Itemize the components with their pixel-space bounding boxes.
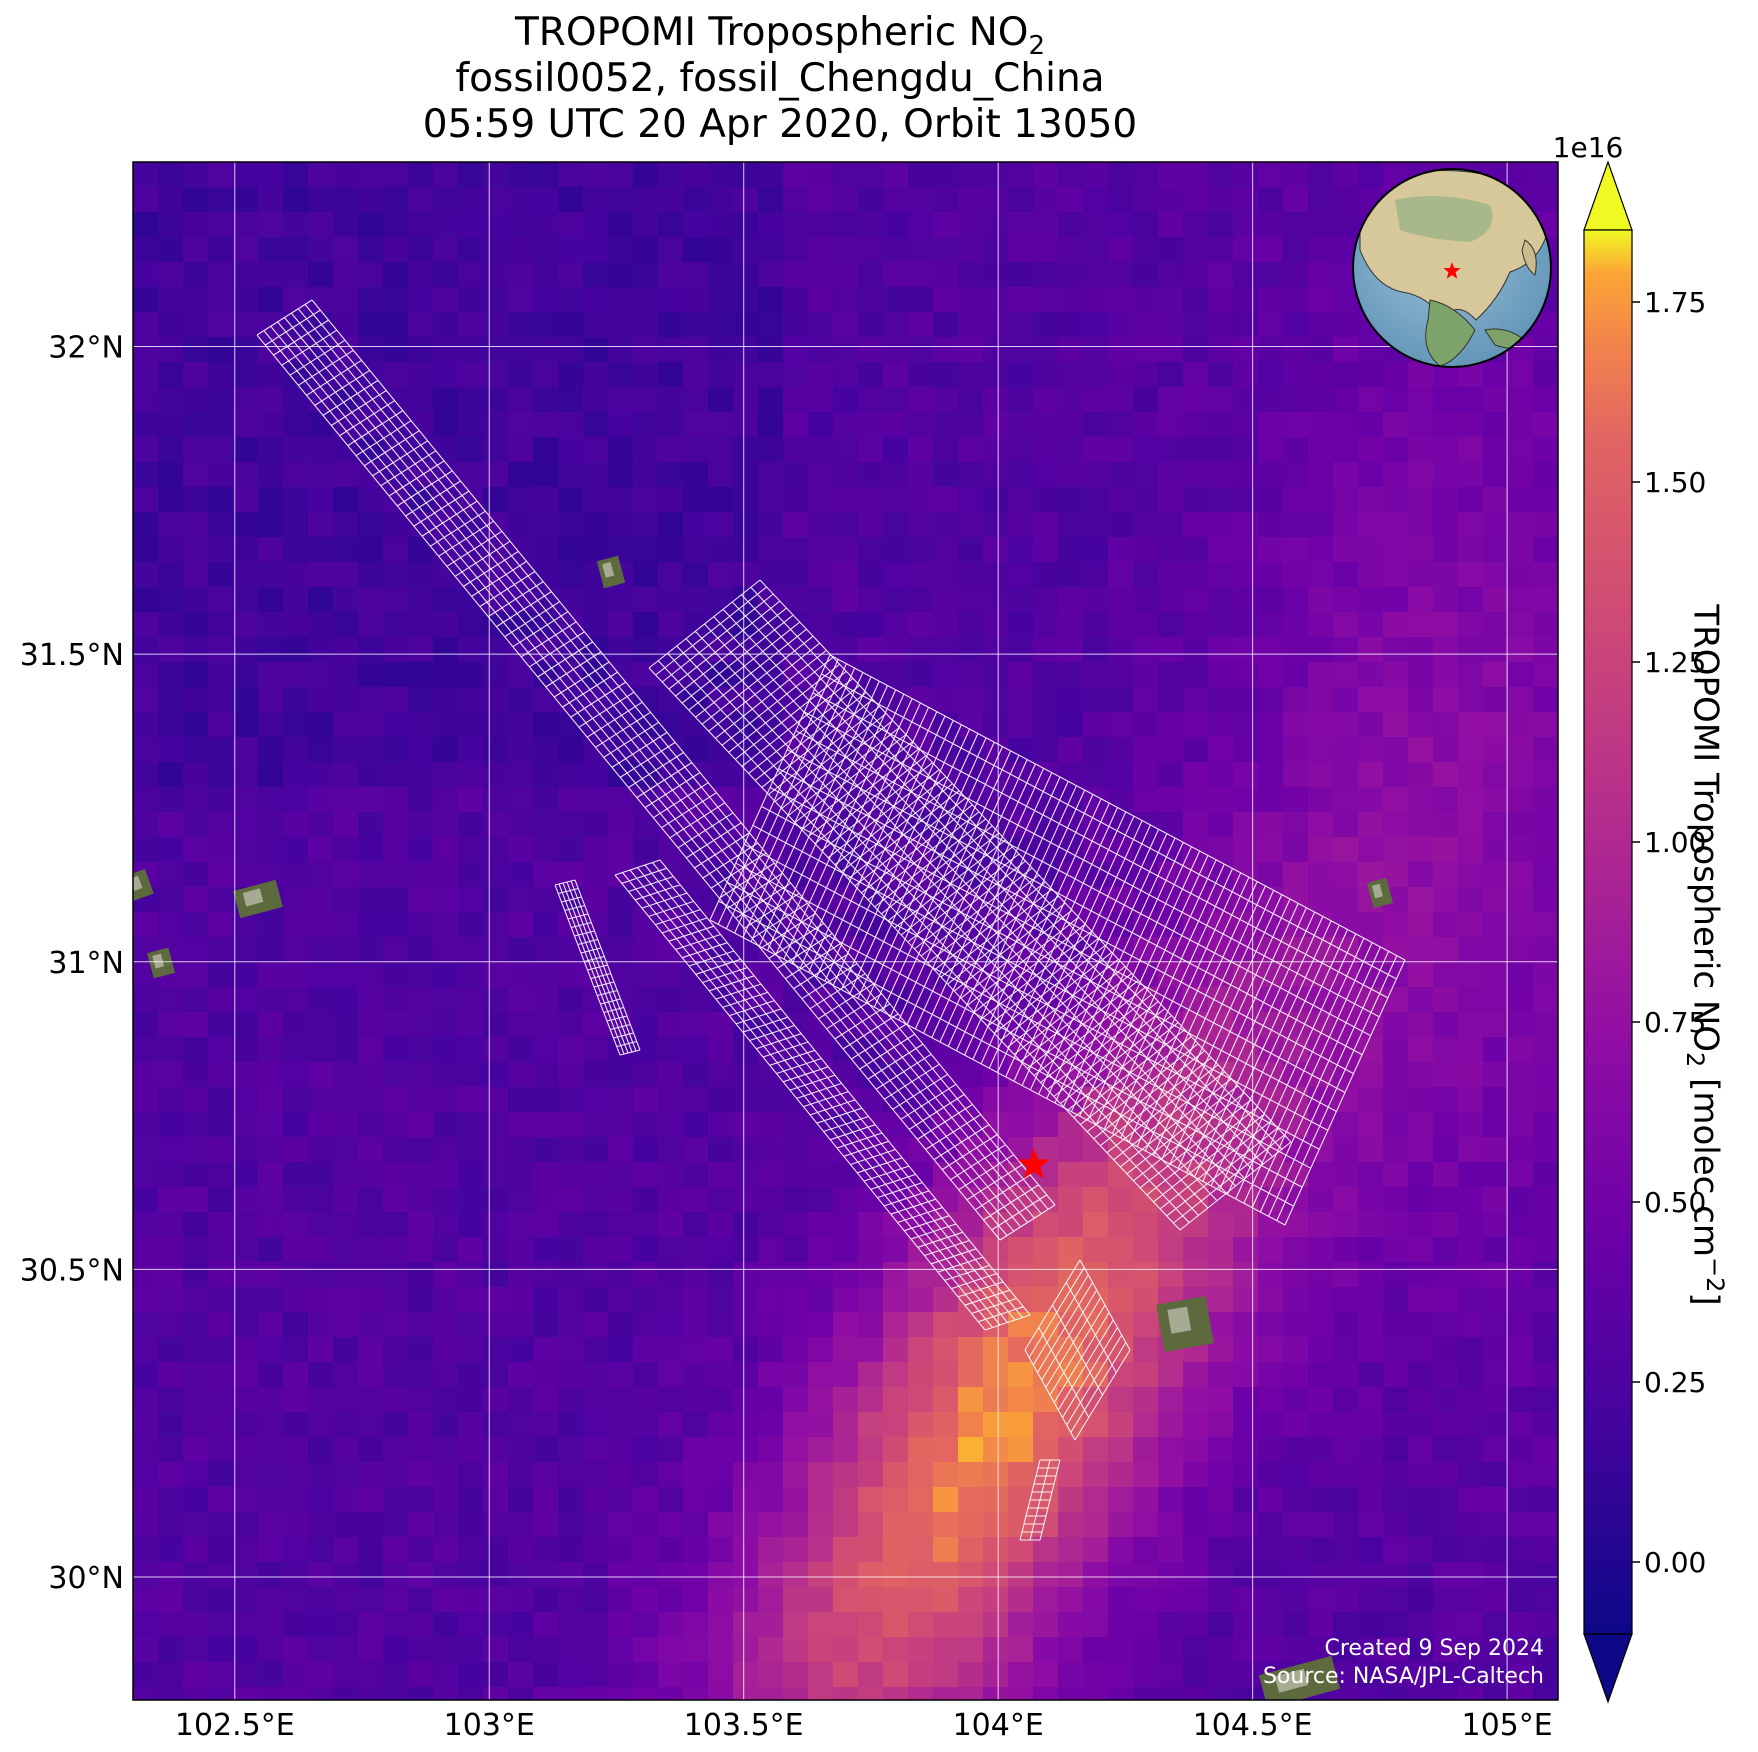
colorbar-tick-label: 0.00: [1644, 1546, 1706, 1579]
lon-tick-label: 105°E: [1461, 1708, 1552, 1743]
colorbar-tick-label: 0.50: [1644, 1186, 1706, 1219]
footprint-swath: [614, 859, 1031, 1331]
globe-site-star-icon: [1443, 262, 1461, 279]
lat-tick-label: 30°N: [48, 1561, 124, 1596]
satellite-image-patch: [147, 947, 175, 979]
site-star-icon: [1017, 1147, 1050, 1179]
footprint-swath: [709, 654, 1406, 1226]
footprint-swath: [256, 299, 1056, 1241]
footprint-swath: [1024, 1259, 1131, 1441]
lon-tick-label: 102.5°E: [175, 1708, 295, 1743]
credit-source: Source: NASA/JPL-Caltech: [1262, 1664, 1544, 1689]
satellite-image-patch: [233, 879, 283, 919]
map-frame: [132, 161, 1559, 1701]
footprint-swath: [554, 879, 641, 1056]
credit-created: Created 9 Sep 2024: [1324, 1636, 1545, 1661]
colorbar-tick-label: 1.25: [1644, 646, 1706, 679]
colorbar-tick-label: 0.25: [1644, 1366, 1706, 1399]
colorbar: 1e16 0.00 0.25 0.50 0.75 1.00 1.25 1.50 1.75: [1553, 131, 1706, 1704]
colorbar-gradient: [1583, 229, 1633, 1635]
colorbar-tick-label: 1.00: [1644, 826, 1706, 859]
colorbar-tick-label: 1.50: [1644, 466, 1706, 499]
chart-subtitle-time: 05:59 UTC 20 Apr 2020, Orbit 13050: [422, 102, 1138, 147]
colorbar-extend-max: [1583, 160, 1633, 231]
colorbar-tick-label: 1.75: [1644, 286, 1706, 319]
lon-tick-label: 103.5°E: [684, 1708, 804, 1743]
chart-subtitle-site: fossil0052, fossil_Chengdu_China: [455, 56, 1105, 101]
lon-tick-label: 104°E: [953, 1708, 1044, 1743]
footprint-swath: [1019, 1459, 1061, 1541]
satellite-image-patch: [1258, 1655, 1341, 1700]
colorbar-tick-label: 0.75: [1644, 1006, 1706, 1039]
lat-tick-label: 31.5°N: [20, 638, 124, 673]
colorbar-exponent: 1e16: [1553, 131, 1624, 164]
chart-title: TROPOMI Tropospheric NO2: [514, 10, 1046, 61]
colorbar-label: TROPOMI Tropospheric NO2 [molec cm−2]: [1680, 604, 1730, 1306]
satellite-image-patch: [133, 869, 154, 901]
satellite-image-patch: [596, 555, 626, 589]
lat-tick-label: 31°N: [48, 946, 124, 981]
lon-tick-label: 104.5°E: [1193, 1708, 1313, 1743]
satellite-image-patch: [1366, 877, 1394, 909]
lat-tick-label: 30.5°N: [20, 1253, 124, 1288]
lon-tick-label: 103°E: [444, 1708, 535, 1743]
globe-inset: [1352, 168, 1552, 368]
lat-tick-label: 32°N: [48, 331, 124, 366]
satellite-image-patch: [1156, 1296, 1214, 1352]
colorbar-extend-min: [1583, 1633, 1633, 1704]
